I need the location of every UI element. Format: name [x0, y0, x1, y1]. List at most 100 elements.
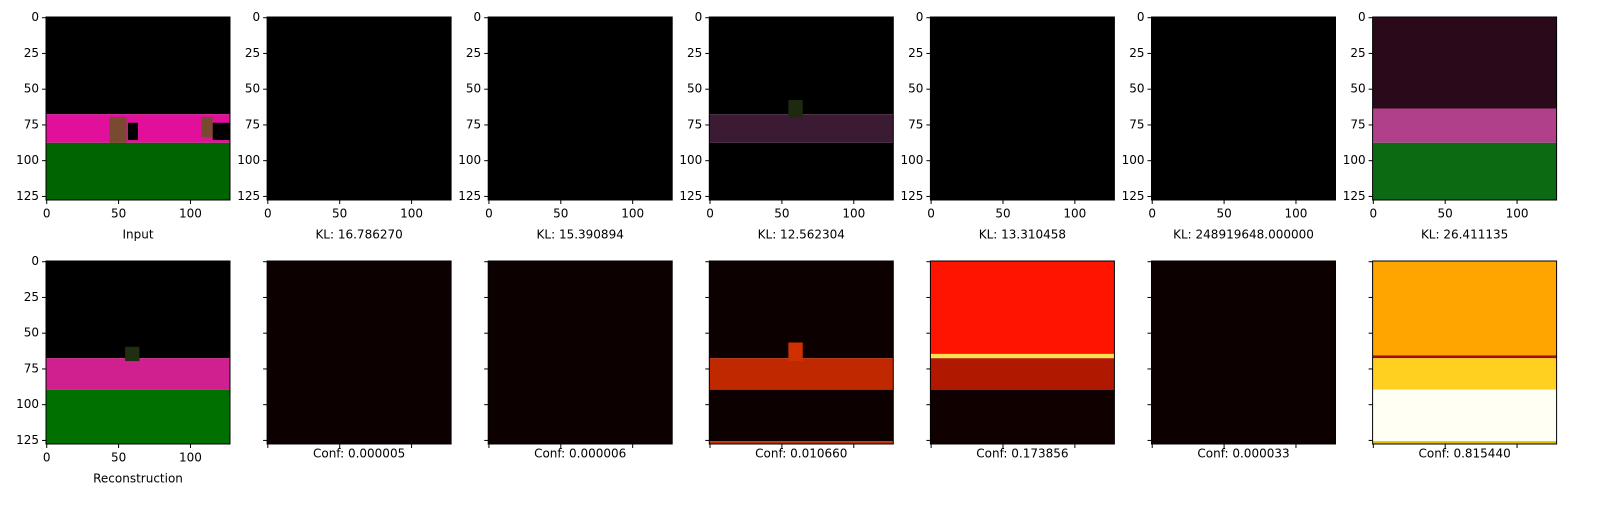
y-tick-label: 0 — [695, 10, 703, 24]
y-tick-label: 125 — [16, 189, 39, 203]
panel-label: Conf: 0.000006 — [534, 447, 626, 461]
x-tick-label: 0 — [43, 207, 51, 221]
y-tick-label: 50 — [24, 326, 39, 340]
axes-frame — [1372, 16, 1558, 201]
panel-label: KL: 16.786270 — [315, 228, 402, 242]
y-tick-label: 100 — [458, 153, 481, 167]
y-tick-label: 75 — [1129, 117, 1144, 131]
axes-frame — [1372, 260, 1558, 445]
image-region — [1372, 108, 1557, 143]
y-tick-label: 75 — [245, 117, 260, 131]
axes-frame — [487, 260, 673, 445]
panel-label: Input — [122, 228, 153, 242]
y-tick-label: 125 — [458, 189, 481, 203]
x-tick-label: 100 — [621, 207, 644, 221]
subplot: 0 50 100 0 25 50 75 100 125 KL: 26.411135 — [1343, 10, 1558, 242]
y-tick-label: 75 — [466, 117, 481, 131]
image-region — [127, 122, 138, 140]
y-tick-label: 0 — [1137, 10, 1145, 24]
x-tick-label: 50 — [774, 207, 789, 221]
y-tick-label: 100 — [237, 153, 260, 167]
x-tick-label: 50 — [1216, 207, 1231, 221]
image-region — [1151, 17, 1336, 200]
y-tick-label: 125 — [900, 189, 923, 203]
y-tick-label: 25 — [908, 46, 923, 60]
x-tick-label: 0 — [485, 207, 493, 221]
image-region — [1372, 358, 1557, 390]
image-region — [488, 261, 673, 444]
y-tick-label: 0 — [916, 10, 924, 24]
panel-label: Conf: 0.173856 — [976, 447, 1068, 461]
axes-frame — [45, 16, 231, 201]
x-tick-label: 50 — [995, 207, 1010, 221]
y-tick-label: 0 — [31, 10, 39, 24]
y-tick-label: 25 — [24, 290, 39, 304]
image-region — [46, 261, 230, 359]
axes-frame — [45, 260, 231, 445]
axes-frame — [487, 16, 673, 201]
y-tick-label: 50 — [1129, 82, 1144, 96]
axes-frame — [929, 260, 1115, 445]
image-region — [1372, 355, 1557, 359]
y-tick-label: 125 — [679, 189, 702, 203]
image-region — [709, 441, 894, 444]
y-tick-label: 0 — [252, 10, 260, 24]
image-region — [201, 117, 213, 138]
y-tick-label: 50 — [466, 82, 481, 96]
x-tick-label: 0 — [264, 207, 272, 221]
panel-label: KL: 13.310458 — [979, 228, 1066, 242]
image-region — [709, 142, 894, 200]
axes-frame — [708, 260, 894, 445]
subplot: 0 50 100 0 25 50 75 100 125 KL: 12.562304 — [679, 10, 894, 242]
subplot: Conf: 0.000006 — [484, 260, 673, 461]
image-region — [46, 17, 230, 115]
axes-frame — [266, 260, 452, 445]
y-tick-label: 100 — [1122, 153, 1145, 167]
y-tick-label: 25 — [1129, 46, 1144, 60]
x-tick-label: 0 — [1369, 207, 1377, 221]
y-tick-label: 75 — [687, 117, 702, 131]
axes-frame — [1151, 260, 1336, 445]
image-region — [212, 122, 230, 140]
y-tick-label: 100 — [1343, 153, 1366, 167]
image-region — [267, 261, 452, 444]
image-region — [709, 358, 894, 390]
image-region — [709, 261, 894, 359]
subplot: 0 50 100 0 25 50 75 100 125 KL: 248919648.000000 — [1122, 10, 1336, 242]
image-region — [1372, 142, 1557, 200]
y-tick-label: 125 — [237, 189, 260, 203]
panel-label: KL: 248919648.000000 — [1173, 228, 1314, 242]
subplot: Conf: 0.000005 — [263, 260, 452, 461]
y-tick-label: 50 — [245, 82, 260, 96]
subplot: 0 50 100 0 25 50 75 100 125 KL: 15.390894 — [458, 10, 673, 242]
x-tick-label: 100 — [179, 451, 202, 465]
subplot: 0 50 100 0 25 50 75 100 125 KL: 16.786270 — [237, 10, 452, 242]
panel-label: Conf: 0.000033 — [1197, 447, 1289, 461]
image-region — [46, 358, 230, 390]
image-region — [788, 99, 803, 118]
subplot: Conf: 0.815440 — [1368, 260, 1558, 461]
axes-frame — [929, 16, 1115, 201]
x-tick-label: 100 — [1506, 207, 1529, 221]
subplot: Conf: 0.000033 — [1147, 260, 1336, 461]
subplot: Conf: 0.173856 — [926, 260, 1115, 461]
x-tick-label: 50 — [553, 207, 568, 221]
subplot: Conf: 0.010660 — [705, 260, 894, 461]
image-region — [1151, 261, 1336, 444]
image-region — [1372, 17, 1557, 109]
image-region — [930, 358, 1115, 390]
x-tick-label: 50 — [332, 207, 347, 221]
image-region — [109, 117, 127, 143]
subplot: 0 50 100 0 25 50 75 100 125 Input — [16, 10, 231, 242]
y-tick-label: 50 — [24, 82, 39, 96]
panel-label: Conf: 0.000005 — [313, 447, 405, 461]
x-tick-label: 0 — [927, 207, 935, 221]
x-tick-label: 0 — [43, 451, 51, 465]
y-tick-label: 50 — [908, 82, 923, 96]
y-tick-label: 0 — [31, 254, 39, 268]
image-region — [930, 261, 1115, 354]
image-region — [267, 17, 452, 200]
image-region — [930, 389, 1115, 444]
image-region — [709, 389, 894, 442]
